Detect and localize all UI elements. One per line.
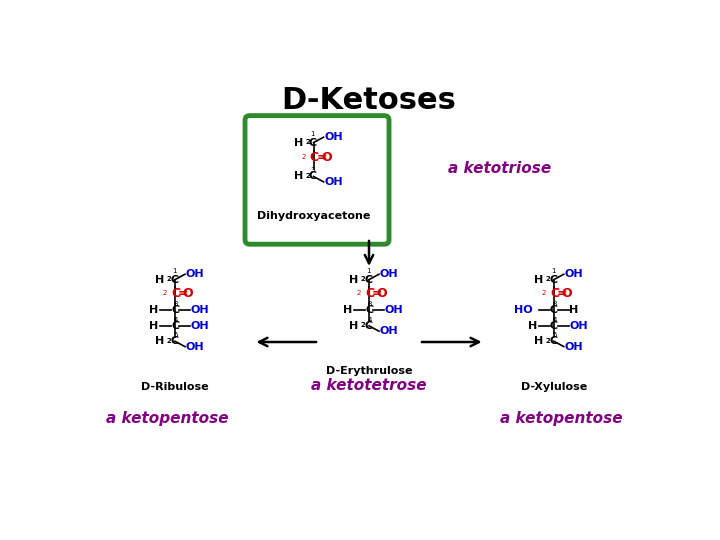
Text: 2: 2: [545, 338, 550, 343]
Text: a ketopentose: a ketopentose: [500, 411, 623, 427]
Text: OH: OH: [570, 321, 588, 331]
Text: H: H: [534, 275, 543, 285]
Text: 2: 2: [166, 338, 171, 343]
Text: 1: 1: [310, 131, 315, 137]
Text: 3: 3: [552, 301, 557, 307]
Text: H: H: [294, 138, 303, 147]
Text: 3: 3: [367, 301, 372, 307]
Text: OH: OH: [384, 306, 403, 315]
Text: O: O: [183, 287, 193, 300]
Text: C: C: [309, 138, 317, 147]
Text: C: C: [171, 287, 180, 300]
Text: 2: 2: [545, 276, 550, 282]
Text: C: C: [171, 336, 179, 346]
Text: H: H: [528, 321, 537, 331]
Text: C: C: [171, 306, 179, 315]
Text: H: H: [149, 306, 158, 315]
Text: 2: 2: [166, 276, 171, 282]
FancyBboxPatch shape: [245, 116, 389, 244]
Text: 2: 2: [357, 291, 361, 296]
Text: H: H: [343, 306, 352, 315]
Text: C: C: [364, 321, 372, 331]
Text: 2: 2: [163, 291, 167, 296]
Text: OH: OH: [186, 269, 204, 279]
Text: 2: 2: [305, 139, 310, 145]
Text: 3: 3: [174, 301, 178, 307]
Text: Dihydroxyacetone: Dihydroxyacetone: [257, 212, 370, 221]
Text: C: C: [550, 306, 558, 315]
Text: OH: OH: [324, 177, 343, 187]
Text: C: C: [550, 287, 559, 300]
Text: O: O: [562, 287, 572, 300]
Text: 2: 2: [305, 173, 310, 179]
Text: D-Ketoses: D-Ketoses: [282, 86, 456, 116]
Text: C: C: [550, 321, 558, 331]
Text: 4: 4: [552, 317, 557, 323]
Text: 5: 5: [174, 332, 178, 338]
Text: O: O: [321, 151, 332, 164]
Text: 1: 1: [172, 268, 176, 274]
Text: C: C: [365, 306, 373, 315]
Text: 5: 5: [552, 332, 557, 338]
Text: H: H: [155, 275, 164, 285]
Text: D-Ribulose: D-Ribulose: [141, 382, 209, 392]
Text: 2: 2: [541, 291, 546, 296]
Text: C: C: [365, 287, 374, 300]
Text: C: C: [171, 275, 179, 285]
Text: OH: OH: [186, 342, 204, 352]
Text: 4: 4: [367, 317, 372, 323]
Text: H: H: [149, 321, 158, 331]
Text: OH: OH: [379, 326, 398, 336]
Text: =: =: [557, 287, 567, 300]
Text: OH: OH: [564, 269, 583, 279]
Text: 4: 4: [174, 317, 178, 323]
Text: 2: 2: [302, 154, 306, 160]
Text: =: =: [372, 287, 383, 300]
Text: OH: OH: [564, 342, 583, 352]
Text: D-Xylulose: D-Xylulose: [521, 382, 587, 392]
Text: 1: 1: [551, 268, 555, 274]
Text: C: C: [549, 275, 557, 285]
Text: OH: OH: [190, 321, 209, 331]
Text: 3: 3: [310, 167, 315, 173]
Text: C: C: [309, 172, 317, 181]
Text: C: C: [549, 336, 557, 346]
Text: C: C: [364, 275, 372, 285]
Text: OH: OH: [190, 306, 209, 315]
Text: H: H: [534, 336, 543, 346]
Text: C: C: [310, 151, 319, 164]
Text: OH: OH: [379, 269, 398, 279]
Text: a ketotetrose: a ketotetrose: [311, 377, 427, 393]
Text: =: =: [178, 287, 189, 300]
Text: 2: 2: [361, 322, 365, 328]
Text: OH: OH: [324, 132, 343, 142]
Text: H: H: [349, 275, 359, 285]
Text: 1: 1: [366, 268, 371, 274]
Text: H: H: [294, 172, 303, 181]
Text: C: C: [171, 321, 179, 331]
Text: O: O: [377, 287, 387, 300]
Text: =: =: [317, 151, 328, 164]
Text: HO: HO: [513, 306, 532, 315]
Text: H: H: [155, 336, 164, 346]
Text: H: H: [570, 306, 578, 315]
Text: a ketotriose: a ketotriose: [449, 161, 552, 176]
Text: D-Erythrulose: D-Erythrulose: [325, 366, 413, 376]
Text: 2: 2: [361, 276, 365, 282]
Text: H: H: [349, 321, 359, 331]
Text: a ketopentose: a ketopentose: [106, 411, 228, 427]
